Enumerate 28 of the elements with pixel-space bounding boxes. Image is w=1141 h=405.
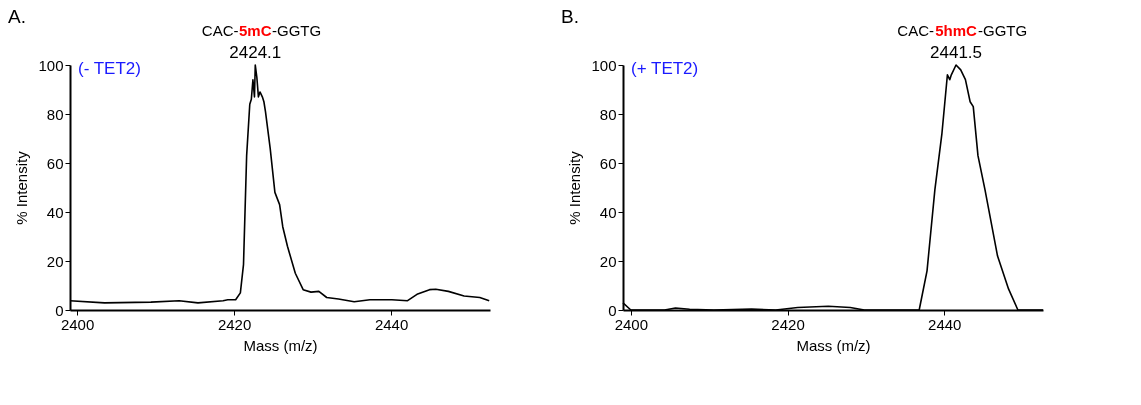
chart-title: CAC-5mC-GGTG: [201, 22, 322, 39]
y-tick-label: 80: [599, 105, 617, 123]
y-tick-label: 40: [46, 203, 64, 221]
annotation: 2441.5: [930, 43, 983, 62]
y-tick-label: 100: [38, 56, 64, 74]
y-tick-label: 0: [608, 301, 617, 319]
x-tick-label: 2440: [374, 315, 409, 333]
chart-title: CAC-5hmC-GGTG: [897, 22, 1028, 39]
y-tick-label: 60: [46, 154, 64, 172]
annotation: 2424.1: [229, 43, 282, 62]
text: A.: [8, 6, 26, 27]
y-tick-label: 20: [599, 252, 617, 270]
y-axis-title: % Intensity: [13, 150, 31, 225]
y-tick-label: 80: [46, 105, 64, 123]
annotation: (+ TET2): [631, 59, 699, 78]
x-tick-label: 2420: [771, 315, 805, 333]
x-tick-label: 2440: [928, 315, 962, 333]
y-tick-label: 20: [46, 252, 64, 270]
text: B.: [561, 6, 579, 27]
x-tick-label: 2420: [217, 315, 252, 333]
x-axis-title: Mass (m/z): [243, 336, 318, 354]
y-tick-label: 40: [599, 203, 617, 221]
x-axis-title: Mass (m/z): [796, 336, 871, 354]
x-tick-label: 2400: [614, 315, 649, 333]
y-tick-label: 60: [599, 154, 617, 172]
y-axis-title: % Intensity: [566, 150, 584, 225]
y-tick-label: 100: [591, 56, 617, 74]
annotation: (- TET2): [78, 59, 141, 78]
